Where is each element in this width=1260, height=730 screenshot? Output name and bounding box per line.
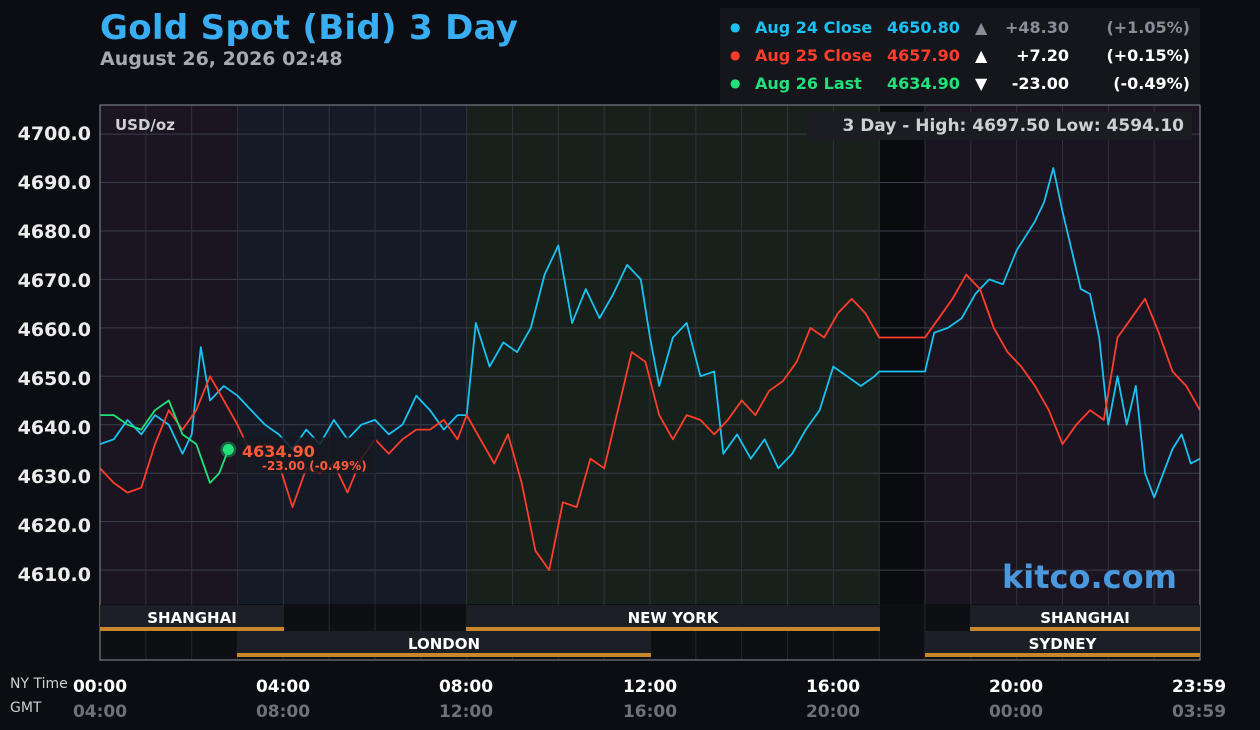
legend-change: +7.20 — [1016, 46, 1069, 65]
shanghai-band — [100, 105, 238, 604]
legend-pct: (+0.15%) — [1106, 46, 1190, 65]
legend-change: -23.00 — [1011, 74, 1069, 93]
gmt-label: GMT — [10, 700, 42, 716]
x-tick-gmt: 00:00 — [988, 702, 1044, 722]
series-line-2 — [100, 399, 230, 484]
chart-gridlines — [100, 105, 1200, 660]
x-tick-gmt: 16:00 — [622, 702, 678, 722]
legend-arrow-icon: ▼ — [975, 74, 988, 93]
y-tick-label: 4640.0 — [17, 417, 91, 439]
legend-name: Aug 25 Close — [755, 46, 873, 65]
chart-series-lines — [99, 167, 1201, 571]
x-tick-gmt: 08:00 — [255, 702, 311, 722]
legend-value: 4657.90 — [887, 46, 960, 65]
last-price-box — [236, 437, 377, 474]
x-tick-ny: 00:00 — [72, 677, 128, 697]
legend-pct: (-0.49%) — [1113, 74, 1190, 93]
legend-arrow-icon: ▲ — [975, 18, 988, 37]
legend-pct: (+1.05%) — [1106, 18, 1190, 37]
x-tick-gmt: 20:00 — [805, 702, 861, 722]
legend-row-aug25: ● Aug 25 Close 4657.90 ▲ +7.20 (+0.15%) — [720, 46, 1200, 70]
legend-dot-icon: ● — [730, 20, 741, 34]
y-tick-label: 4610.0 — [17, 564, 91, 586]
legend-dot-icon: ● — [730, 48, 741, 62]
y-tick-label: 4630.0 — [17, 466, 91, 488]
x-tick-ny: 12:00 — [622, 677, 678, 697]
y-tick-label: 4670.0 — [17, 270, 91, 292]
legend-arrow-icon: ▲ — [975, 46, 988, 65]
last-price-label: 4634.90 — [242, 442, 315, 461]
session-london: LONDON — [237, 631, 651, 657]
y-tick-label: 4680.0 — [17, 221, 91, 243]
legend-value: 4634.90 — [887, 74, 960, 93]
new-york-band — [466, 105, 880, 604]
session-shanghai-2: SHANGHAI — [970, 605, 1200, 631]
y-tick-label: 4650.0 — [17, 368, 91, 390]
plot-frame — [99, 104, 1201, 661]
x-tick-ny: 04:00 — [255, 677, 311, 697]
unit-label: USD/oz — [115, 116, 175, 134]
brand-watermark: kitco.com — [1002, 558, 1177, 596]
high-low-box: 3 Day - High: 4697.50 Low: 4594.10 — [807, 112, 1192, 140]
y-tick-label: 4620.0 — [17, 515, 91, 537]
x-tick-ny: 08:00 — [438, 677, 494, 697]
legend-value: 4650.80 — [887, 18, 960, 37]
legend-change: +48.30 — [1004, 18, 1069, 37]
legend: ● Aug 24 Close 4650.80 ▲ +48.30 (+1.05%)… — [720, 8, 1200, 104]
y-tick-label: 4690.0 — [17, 172, 91, 194]
session-sydney: SYDNEY — [925, 631, 1200, 657]
session-new-york: NEW YORK — [466, 605, 880, 631]
x-tick-gmt: 04:00 — [72, 702, 128, 722]
legend-row-aug24: ● Aug 24 Close 4650.80 ▲ +48.30 (+1.05%) — [720, 18, 1200, 42]
y-tick-label: 4700.0 — [17, 123, 91, 145]
chart-subtitle: August 26, 2026 02:48 — [100, 48, 343, 70]
closed-band — [879, 105, 925, 604]
legend-dot-icon: ● — [730, 76, 741, 90]
x-tick-ny: 20:00 — [988, 677, 1044, 697]
x-tick-gmt: 12:00 — [438, 702, 494, 722]
x-tick-ny: 16:00 — [805, 677, 861, 697]
last-price-marker — [222, 443, 234, 455]
x-tick-gmt: 03:59 — [1171, 702, 1227, 722]
chart-title: Gold Spot (Bid) 3 Day — [100, 8, 519, 48]
last-change-label: -23.00 (-0.49%) — [262, 459, 367, 473]
london-band — [237, 105, 467, 604]
legend-row-aug26: ● Aug 26 Last 4634.90 ▼ -23.00 (-0.49%) — [720, 74, 1200, 98]
ny-time-label: NY Time — [10, 676, 68, 692]
legend-name: Aug 24 Close — [755, 18, 873, 37]
session-shanghai: SHANGHAI — [100, 605, 284, 631]
legend-name: Aug 26 Last — [755, 74, 862, 93]
y-tick-label: 4660.0 — [17, 319, 91, 341]
x-tick-ny: 23:59 — [1171, 677, 1227, 697]
